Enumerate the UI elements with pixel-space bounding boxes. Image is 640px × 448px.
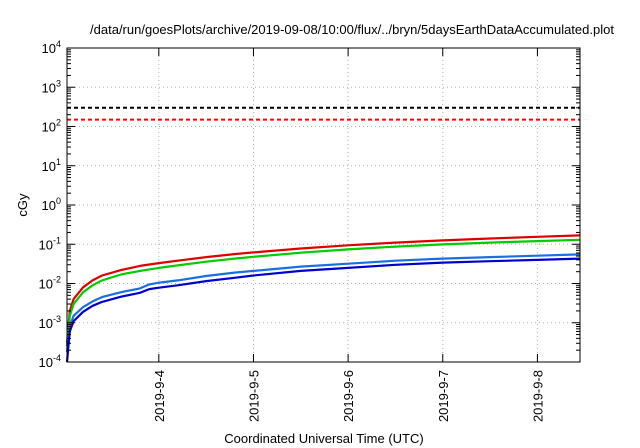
y-tick-base: 10: [39, 316, 53, 331]
threshold-lines: [67, 106, 580, 121]
y-tick-exponent: 0: [56, 196, 61, 206]
y-tick-exponent: -4: [53, 353, 61, 363]
y-tick-base: 10: [42, 80, 56, 95]
y-tick-exponent: 1: [56, 157, 61, 167]
x-tick-label: 2019-9-5: [246, 370, 261, 422]
series-line: [65, 234, 581, 344]
y-tick-base: 10: [42, 198, 56, 213]
y-tick-label: 102: [42, 118, 61, 135]
y-tick-base: 10: [42, 159, 56, 174]
y-tick-base: 10: [42, 120, 56, 135]
x-tick-label: 2019-9-6: [341, 370, 356, 422]
series-line: [65, 253, 581, 353]
y-tick-exponent: -2: [53, 275, 61, 285]
y-axis-label: cGy: [15, 193, 30, 217]
y-tick-exponent: -3: [53, 314, 61, 324]
y-tick-base: 10: [39, 355, 53, 370]
y-tick-label: 100: [42, 196, 61, 213]
y-tick-exponent: 2: [56, 118, 61, 128]
x-tick-label: 2019-9-7: [436, 370, 451, 422]
y-tick-exponent: -1: [53, 235, 61, 245]
y-tick-label: 10-1: [39, 235, 61, 252]
x-axis-ticks: 2019-9-4 2019-9-5 2019-9-6 2019-9-7 2019-9-8: [152, 48, 545, 422]
x-tick-label: 2019-9-4: [152, 370, 167, 422]
x-axis-label: Coordinated Universal Time (UTC): [224, 431, 423, 446]
series-lines: [65, 234, 581, 363]
y-tick-label: 103: [42, 78, 61, 95]
y-tick-base: 10: [39, 237, 53, 252]
series-line: [65, 238, 581, 347]
series-line: [65, 257, 581, 363]
grid: [67, 48, 580, 362]
x-tick-label: 2019-9-8: [530, 370, 545, 422]
chart-title: /data/run/goesPlots/archive/2019-09-08/1…: [90, 22, 614, 37]
y-tick-label: 10-3: [39, 314, 61, 331]
y-tick-exponent: 4: [56, 39, 61, 49]
y-tick-base: 10: [39, 277, 53, 292]
y-tick-label: 10-2: [39, 275, 61, 292]
y-tick-exponent: 3: [56, 78, 61, 88]
y-tick-base: 10: [42, 41, 56, 56]
y-tick-label: 104: [42, 39, 61, 56]
y-tick-label: 10-4: [39, 353, 61, 370]
y-tick-label: 101: [42, 157, 61, 174]
